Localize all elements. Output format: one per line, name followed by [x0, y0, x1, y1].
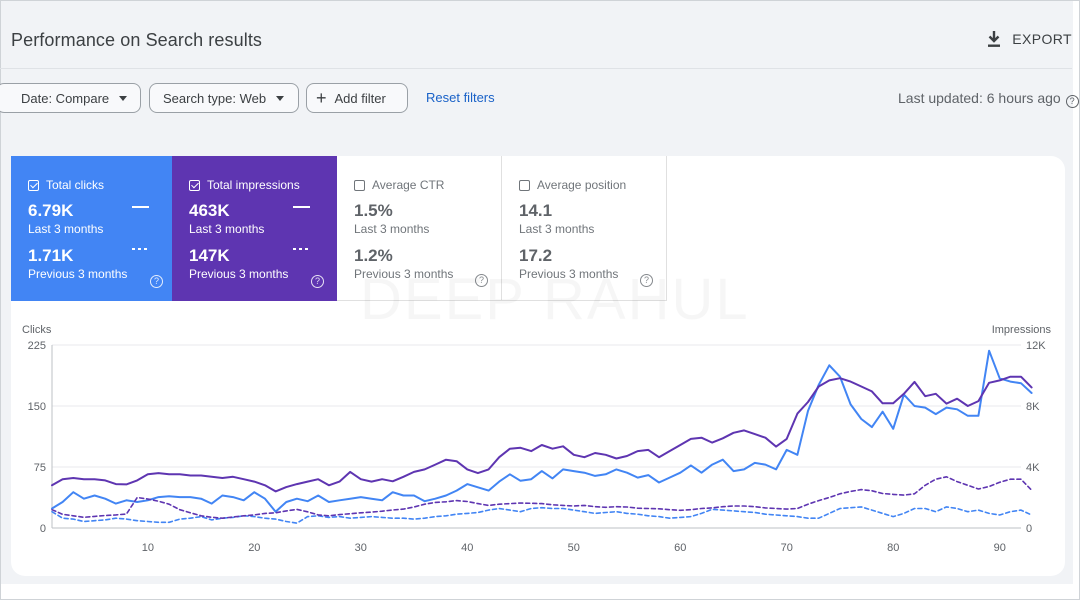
x-tick-label: 70	[781, 542, 793, 554]
impressions-series-line-current	[51, 375, 1033, 493]
dropdown-arrow-icon	[119, 95, 128, 101]
x-tick-label: 80	[887, 542, 899, 554]
last-updated-text: Last updated: 6 hours ago	[898, 90, 1061, 106]
metric-label: Total clicks	[46, 178, 105, 192]
metric-period: Last 3 months	[28, 222, 104, 236]
x-tick-label: 90	[994, 542, 1006, 554]
checkbox-unchecked-icon[interactable]	[354, 179, 365, 191]
y-tick-label-left: 0	[40, 523, 46, 535]
checkbox-unchecked-icon[interactable]	[519, 179, 530, 191]
help-icon[interactable]: ?	[150, 275, 163, 288]
performance-line-chart: Clicks 0 75 150 225 Impressions 0 4K 8K 12K 10 20 30…	[22, 324, 1052, 554]
last-updated-status: Last updated: 6 hours ago?	[898, 90, 1079, 108]
metric-previous-value: 147K	[189, 246, 230, 265]
metric-previous-value: 1.71K	[28, 246, 74, 265]
help-icon[interactable]: ?	[311, 275, 324, 288]
download-icon	[988, 31, 1001, 47]
metric-label: Average CTR	[372, 178, 445, 192]
x-tick-label: 60	[674, 542, 686, 554]
dropdown-arrow-icon	[276, 95, 285, 101]
reset-filters-link[interactable]: Reset filters	[426, 90, 495, 105]
y-tick-label-left: 225	[28, 340, 46, 352]
checkbox-checked-icon[interactable]	[189, 179, 200, 191]
x-tick-label: 20	[248, 542, 260, 554]
page-title: Performance on Search results	[11, 30, 263, 50]
help-icon[interactable]: ?	[475, 274, 488, 287]
metric-total-clicks[interactable]: Total clicks 6.79K Last 3 months 1.71K P…	[11, 156, 176, 301]
x-tick-label: 10	[142, 542, 154, 554]
metric-previous-value: 17.2	[519, 246, 553, 265]
metric-previous-period: Previous 3 months	[519, 267, 619, 281]
y-tick-label-left: 150	[28, 401, 46, 413]
metric-value: 14.1	[519, 201, 553, 220]
help-icon[interactable]: ?	[1065, 95, 1079, 108]
y-tick-label-right: 8K	[1026, 401, 1040, 413]
metric-previous-period: Previous 3 months	[189, 267, 289, 281]
dashed-line-legend-icon	[132, 248, 149, 250]
solid-line-legend-icon	[293, 206, 310, 208]
date-filter-chip[interactable]: Date: Compare	[0, 83, 141, 113]
metric-total-impressions[interactable]: Total impressions 463K Last 3 months 147…	[172, 156, 337, 301]
export-label: EXPORT	[1012, 31, 1072, 47]
date-filter-label: Date: Compare	[21, 90, 110, 106]
metric-period: Last 3 months	[354, 222, 430, 236]
export-button[interactable]: EXPORT	[986, 30, 1072, 48]
clicks-series-line-previous	[51, 506, 1033, 524]
page-header: Performance on Search results EXPORT	[0, 14, 1072, 69]
checkbox-checked-icon[interactable]	[28, 179, 39, 191]
metric-value: 1.5%	[354, 201, 393, 220]
dashed-line-legend-icon	[293, 248, 310, 250]
search-type-label: Search type: Web	[163, 90, 267, 106]
metric-average-position[interactable]: Average position 14.1 Last 3 months 17.2…	[502, 156, 667, 301]
x-tick-label: 30	[355, 542, 367, 554]
metric-label: Total impressions	[207, 178, 300, 192]
help-icon[interactable]: ?	[640, 274, 653, 287]
metric-average-ctr[interactable]: Average CTR 1.5% Last 3 months 1.2% Prev…	[337, 156, 502, 301]
add-filter-button[interactable]: + Add filter	[306, 83, 408, 113]
metric-previous-period: Previous 3 months	[28, 267, 128, 281]
metric-value: 6.79K	[28, 201, 74, 220]
solid-line-legend-icon	[132, 206, 149, 208]
filter-bar: Date: Compare Search type: Web + Add fil…	[0, 83, 1080, 113]
add-filter-label: Add filter	[334, 90, 386, 106]
metric-previous-period: Previous 3 months	[354, 267, 454, 281]
x-tick-label: 40	[461, 542, 473, 554]
metric-previous-value: 1.2%	[354, 246, 393, 265]
metric-value: 463K	[189, 201, 230, 220]
y-tick-label-right: 4K	[1026, 462, 1040, 474]
y-tick-label-left: 75	[34, 462, 46, 474]
search-type-chip[interactable]: Search type: Web	[149, 83, 299, 113]
plus-icon: +	[316, 88, 327, 108]
impressions-series-line-previous	[51, 476, 1033, 519]
x-tick-label: 50	[568, 542, 580, 554]
y-axis-title-left: Clicks	[22, 324, 52, 336]
metric-period: Last 3 months	[519, 222, 595, 236]
metric-period: Last 3 months	[189, 222, 265, 236]
y-axis-title-right: Impressions	[992, 324, 1052, 336]
metric-label: Average position	[537, 178, 627, 192]
clicks-series-line-current	[51, 349, 1033, 513]
y-tick-label-right: 0	[1026, 523, 1032, 535]
y-tick-label-right: 12K	[1026, 340, 1046, 352]
